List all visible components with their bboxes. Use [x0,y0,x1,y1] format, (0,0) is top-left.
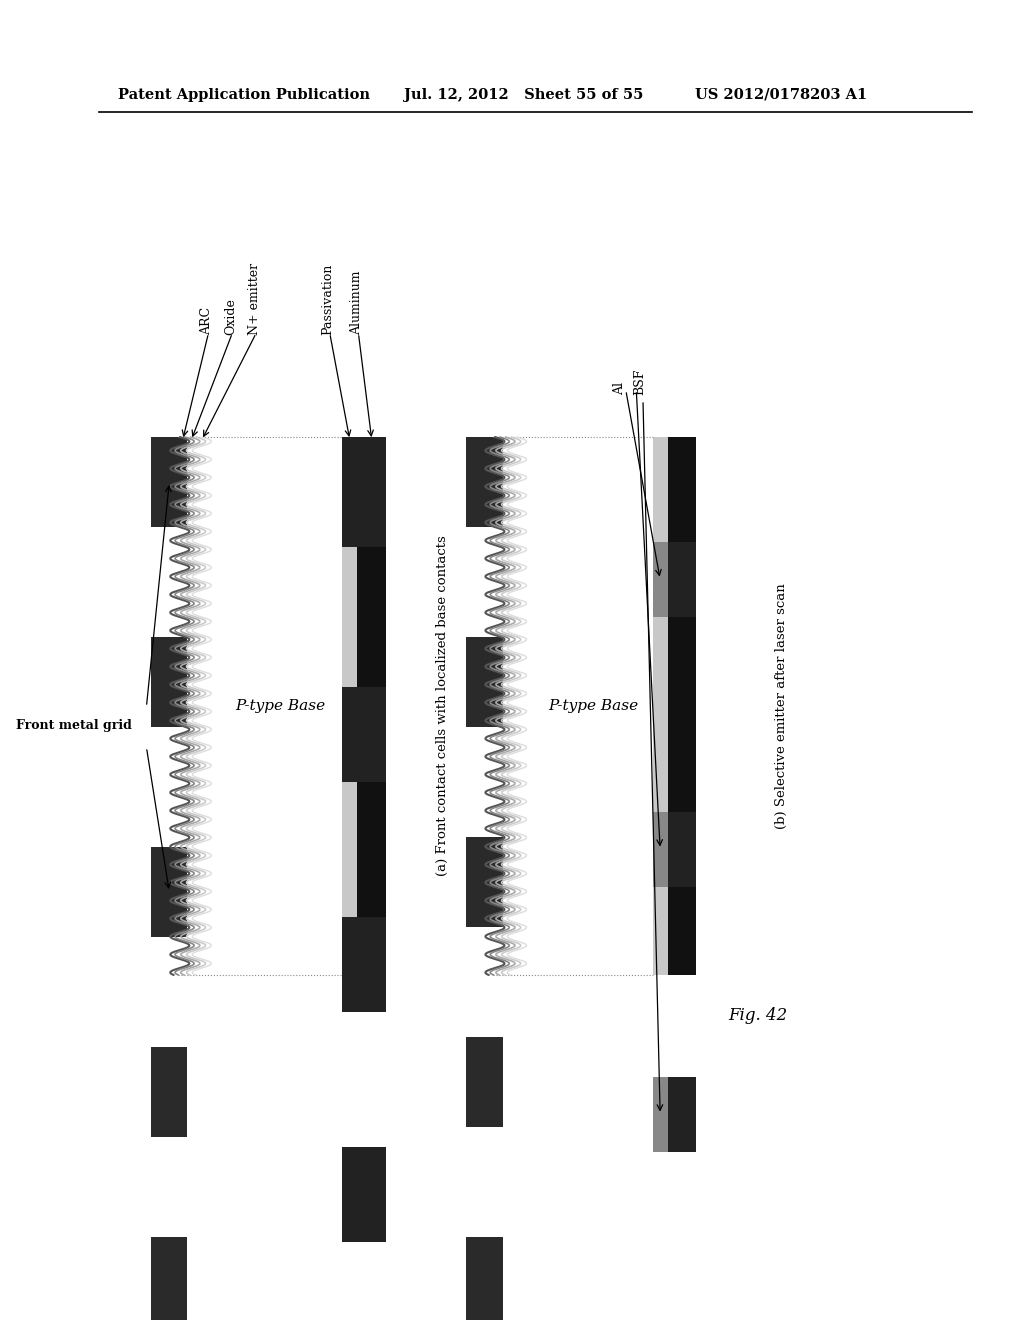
Text: P-type Base: P-type Base [236,700,326,713]
Text: P-type Base: P-type Base [548,700,638,713]
Bar [466,437,503,527]
Bar [534,437,652,975]
Bar [668,812,696,887]
Bar [652,543,668,616]
Text: (a) Front contact cells with localized base contacts: (a) Front contact cells with localized b… [436,536,449,876]
Bar [466,1237,503,1320]
Bar [466,837,503,927]
Bar [342,1147,386,1242]
Bar [342,437,357,975]
Text: (b) Selective emitter after laser scan: (b) Selective emitter after laser scan [775,583,787,829]
Bar [218,437,342,975]
Text: Oxide: Oxide [224,298,237,335]
Text: N+ emitter: N+ emitter [248,263,261,335]
Text: Front metal grid: Front metal grid [16,719,132,733]
Bar [668,437,696,975]
Text: Al: Al [612,381,626,395]
Text: Fig. 42: Fig. 42 [728,1006,787,1023]
Bar [342,917,386,1012]
Bar [342,686,386,781]
Bar [152,847,187,937]
Bar [652,437,668,975]
Bar [652,1077,668,1152]
Text: ARC: ARC [200,306,213,335]
Bar [152,1237,187,1320]
Bar [466,638,503,727]
Bar [466,1038,503,1127]
Bar [342,437,386,546]
Bar [668,1077,696,1152]
Text: US 2012/0178203 A1: US 2012/0178203 A1 [695,88,867,102]
Bar [668,543,696,616]
Bar [152,437,187,527]
Text: Patent Application Publication: Patent Application Publication [118,88,370,102]
Bar [152,638,187,727]
Text: Passivation: Passivation [322,264,335,335]
Bar [652,812,668,887]
Text: Aluminum: Aluminum [350,271,362,335]
Text: BSF: BSF [634,368,646,395]
Bar [357,437,386,975]
Bar [152,1047,187,1137]
Text: Jul. 12, 2012   Sheet 55 of 55: Jul. 12, 2012 Sheet 55 of 55 [404,88,644,102]
